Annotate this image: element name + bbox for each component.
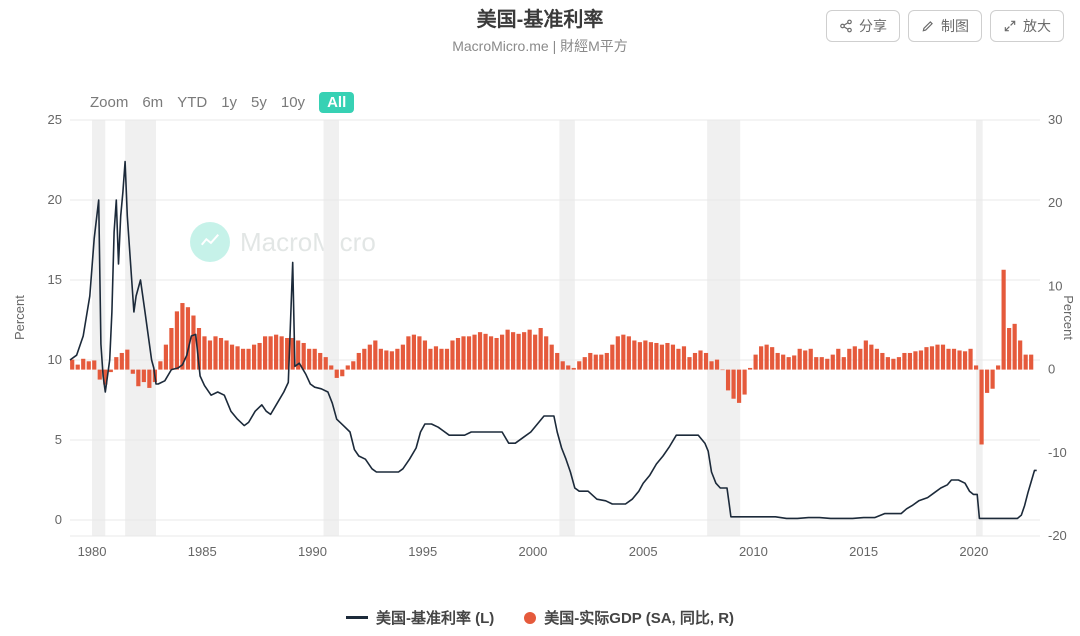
right-axis-label: Percent: [1061, 295, 1076, 340]
edit-button[interactable]: 制图: [908, 10, 982, 42]
svg-text:1995: 1995: [408, 544, 437, 559]
legend-bar-swatch: [524, 612, 536, 624]
plot-svg: 0510152025-20-10010203019801985199019952…: [70, 120, 1040, 560]
svg-text:25: 25: [48, 112, 62, 127]
zoom-ytd[interactable]: YTD: [177, 94, 207, 111]
zoom-1y[interactable]: 1y: [221, 94, 237, 111]
pencil-icon: [921, 19, 935, 33]
expand-button[interactable]: 放大: [990, 10, 1064, 42]
svg-text:2020: 2020: [959, 544, 988, 559]
chart-frame: 美国-基准利率 MacroMicro.me | 財經M平方 分享 制图 放大 Z…: [0, 0, 1080, 636]
left-axis-label: Percent: [12, 295, 27, 340]
svg-text:20: 20: [1048, 195, 1062, 210]
legend-line-item[interactable]: 美国-基准利率 (L): [346, 607, 494, 628]
legend-line-label: 美国-基准利率 (L): [376, 607, 494, 628]
expand-icon: [1003, 19, 1017, 33]
svg-text:1980: 1980: [78, 544, 107, 559]
legend-bar-label: 美国-实际GDP (SA, 同比, R): [544, 607, 734, 628]
svg-text:-20: -20: [1048, 528, 1067, 543]
zoom-all[interactable]: All: [319, 92, 354, 113]
zoom-5y[interactable]: 5y: [251, 94, 267, 111]
svg-text:0: 0: [1048, 362, 1055, 377]
legend: 美国-基准利率 (L) 美国-实际GDP (SA, 同比, R): [0, 607, 1080, 628]
svg-text:2015: 2015: [849, 544, 878, 559]
zoom-10y[interactable]: 10y: [281, 94, 305, 111]
svg-text:15: 15: [48, 272, 62, 287]
svg-text:0: 0: [55, 512, 62, 527]
svg-text:-10: -10: [1048, 445, 1067, 460]
edit-label: 制图: [941, 16, 969, 36]
plot-area[interactable]: 0510152025-20-10010203019801985199019952…: [70, 120, 1040, 560]
action-bar: 分享 制图 放大: [826, 10, 1064, 42]
svg-text:20: 20: [48, 192, 62, 207]
svg-text:2010: 2010: [739, 544, 768, 559]
svg-text:1985: 1985: [188, 544, 217, 559]
share-icon: [839, 19, 853, 33]
legend-line-swatch: [346, 616, 368, 619]
svg-text:10: 10: [48, 352, 62, 367]
zoom-label: Zoom: [90, 94, 128, 111]
svg-text:2000: 2000: [518, 544, 547, 559]
zoom-selector: Zoom 6m YTD 1y 5y 10y All: [90, 92, 354, 113]
svg-text:1990: 1990: [298, 544, 327, 559]
share-label: 分享: [859, 16, 887, 36]
share-button[interactable]: 分享: [826, 10, 900, 42]
svg-text:10: 10: [1048, 278, 1062, 293]
svg-text:2005: 2005: [629, 544, 658, 559]
svg-text:30: 30: [1048, 112, 1062, 127]
svg-text:5: 5: [55, 432, 62, 447]
expand-label: 放大: [1023, 16, 1051, 36]
legend-bar-item[interactable]: 美国-实际GDP (SA, 同比, R): [524, 607, 734, 628]
zoom-6m[interactable]: 6m: [142, 94, 163, 111]
